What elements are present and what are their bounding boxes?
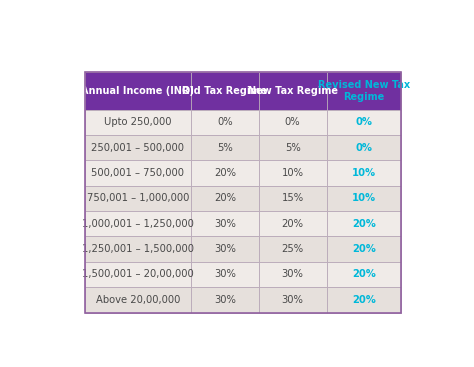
Text: 10%: 10% [352, 193, 376, 203]
Bar [259, 211, 327, 236]
Bar [259, 186, 327, 211]
Bar [85, 109, 191, 135]
Text: 20%: 20% [282, 219, 304, 229]
Bar [85, 72, 401, 313]
Text: 0%: 0% [217, 117, 233, 127]
Bar [327, 109, 401, 135]
Bar [259, 72, 327, 109]
Bar [327, 72, 401, 109]
Bar [259, 160, 327, 186]
Bar [259, 236, 327, 262]
Text: 30%: 30% [214, 244, 236, 254]
Text: 30%: 30% [282, 269, 304, 279]
Text: 20%: 20% [352, 269, 376, 279]
Text: 250,001 – 500,000: 250,001 – 500,000 [91, 143, 184, 153]
Bar [191, 109, 259, 135]
Bar [327, 186, 401, 211]
Text: 0%: 0% [356, 143, 372, 153]
Text: 20%: 20% [214, 168, 236, 178]
Bar [85, 186, 191, 211]
Text: 1,250,001 – 1,500,000: 1,250,001 – 1,500,000 [82, 244, 194, 254]
Bar [85, 211, 191, 236]
Bar [191, 135, 259, 160]
Bar [85, 262, 191, 287]
Text: 0%: 0% [285, 117, 301, 127]
Text: 20%: 20% [352, 219, 376, 229]
Text: 20%: 20% [214, 193, 236, 203]
Bar [259, 135, 327, 160]
Text: 1,000,001 – 1,250,000: 1,000,001 – 1,250,000 [82, 219, 194, 229]
Text: 5%: 5% [285, 143, 301, 153]
Text: 10%: 10% [282, 168, 304, 178]
Bar [327, 236, 401, 262]
Text: 750,001 – 1,000,000: 750,001 – 1,000,000 [87, 193, 189, 203]
Bar [85, 287, 191, 312]
Bar [327, 287, 401, 312]
Text: 0%: 0% [356, 117, 372, 127]
Text: 500,001 – 750,000: 500,001 – 750,000 [91, 168, 184, 178]
Bar [259, 287, 327, 312]
Text: 30%: 30% [282, 295, 304, 305]
Text: Revised New Tax
Regime: Revised New Tax Regime [318, 80, 410, 102]
Text: New Tax Regime: New Tax Regime [248, 86, 337, 96]
Text: 20%: 20% [352, 295, 376, 305]
Bar [327, 262, 401, 287]
Text: 30%: 30% [214, 269, 236, 279]
Text: 5%: 5% [217, 143, 233, 153]
Bar [191, 72, 259, 109]
Bar [85, 160, 191, 186]
Text: Old Tax Regime: Old Tax Regime [182, 86, 267, 96]
Bar [85, 135, 191, 160]
Bar [191, 160, 259, 186]
Bar [85, 72, 191, 109]
Text: 20%: 20% [352, 244, 376, 254]
Text: 15%: 15% [282, 193, 304, 203]
Bar [191, 211, 259, 236]
Bar [191, 262, 259, 287]
Bar [259, 262, 327, 287]
Text: Above 20,00,000: Above 20,00,000 [96, 295, 180, 305]
Text: 30%: 30% [214, 295, 236, 305]
Bar [327, 135, 401, 160]
Bar [327, 211, 401, 236]
Bar [191, 236, 259, 262]
Text: Upto 250,000: Upto 250,000 [104, 117, 172, 127]
Bar [259, 109, 327, 135]
Bar [327, 160, 401, 186]
Bar [85, 236, 191, 262]
Text: 1,500,001 – 20,00,000: 1,500,001 – 20,00,000 [82, 269, 194, 279]
Text: 25%: 25% [282, 244, 304, 254]
Bar [191, 287, 259, 312]
Bar [191, 186, 259, 211]
Text: Annual Income (INR): Annual Income (INR) [82, 86, 194, 96]
Text: 10%: 10% [352, 168, 376, 178]
Text: 30%: 30% [214, 219, 236, 229]
